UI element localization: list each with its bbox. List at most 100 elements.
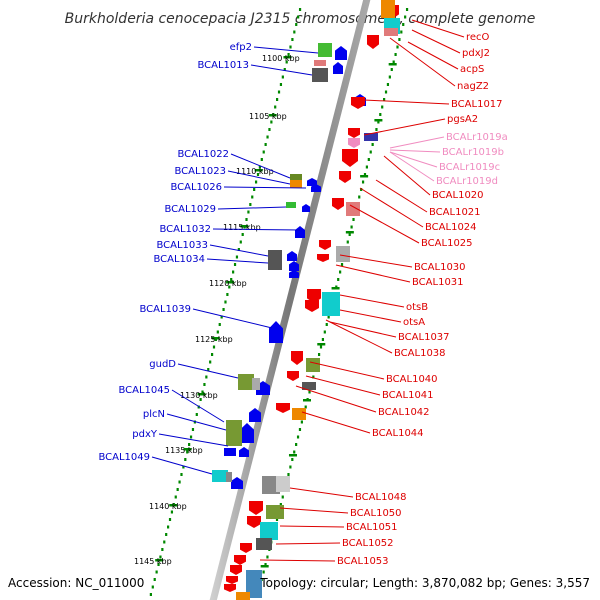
connector-line	[335, 264, 411, 283]
gene-label[interactable]: BCAL1040	[386, 374, 438, 385]
gene-label[interactable]: BCALr1019a	[446, 132, 508, 143]
connector-line	[250, 64, 313, 76]
gene-label[interactable]: BCAL1050	[350, 508, 402, 519]
gene-label[interactable]: BCALr1019c	[439, 162, 500, 173]
gene-label[interactable]: BCAL1041	[382, 390, 434, 401]
tick-mark	[360, 188, 363, 191]
connector-line	[389, 37, 456, 87]
gene-arrow	[249, 408, 261, 422]
gene-label[interactable]: BCAL1034	[153, 254, 205, 265]
tick-mark	[367, 158, 370, 161]
gene-label[interactable]: BCAL1051	[346, 522, 398, 533]
gene-label[interactable]: pdxJ2	[462, 48, 490, 59]
tick-mark	[268, 128, 271, 131]
tick-mark	[281, 75, 284, 79]
gene-label[interactable]: BCAL1023	[174, 166, 226, 177]
gene-label[interactable]: BCAL1017	[451, 99, 503, 110]
tick-mark	[274, 105, 277, 109]
gene-label[interactable]: plcN	[143, 409, 165, 420]
connector-line	[295, 385, 377, 413]
tick-mark	[276, 98, 279, 101]
homology-block	[306, 358, 320, 372]
tick-mark	[233, 263, 237, 266]
gene-label[interactable]: BCAL1048	[355, 492, 407, 503]
tick-track	[149, 8, 409, 596]
tick-mark	[168, 518, 172, 521]
gene-label[interactable]: BCAL1022	[177, 149, 229, 160]
connector-line	[289, 487, 354, 498]
gene-label[interactable]: nagZ2	[457, 81, 489, 92]
gene-label[interactable]: BCAL1021	[429, 207, 481, 218]
tick-mark	[266, 555, 269, 559]
gene-label[interactable]: BCAL1042	[378, 407, 430, 418]
connector-line	[329, 321, 397, 338]
gene-label[interactable]: BCAL1039	[139, 304, 191, 315]
tick-mark	[224, 300, 227, 304]
tick-mark	[178, 480, 181, 484]
gene-arrow	[319, 240, 331, 250]
gene-label[interactable]: BCAL1025	[421, 238, 473, 249]
tick-mark	[182, 465, 185, 469]
homology-block	[336, 246, 350, 262]
gene-label[interactable]: BCAL1030	[414, 262, 466, 273]
gene-label[interactable]: BCAL1033	[156, 240, 208, 251]
gene-arrow	[351, 97, 365, 109]
kbp-scale: 1100 kbp 1105 kbp 1110 kbp 1115 kbp 1120…	[134, 54, 300, 566]
tick-mark	[218, 323, 221, 326]
gene-label[interactable]: BCAL1049	[98, 452, 150, 463]
gene-label[interactable]: BCAL1020	[432, 190, 484, 201]
gene-label[interactable]: BCAL1045	[118, 385, 170, 396]
gene-label[interactable]: gudD	[149, 359, 176, 370]
gene-arrow	[240, 543, 252, 553]
gene-label[interactable]: BCAL1026	[170, 182, 222, 193]
gene-label[interactable]: BCAL1013	[197, 60, 249, 71]
gene-label[interactable]: BCAL1037	[398, 332, 450, 343]
gene-label[interactable]: recO	[466, 32, 490, 43]
tick-mark	[371, 143, 374, 146]
connector-line	[339, 309, 402, 323]
tick-mark	[249, 203, 252, 206]
connector-line	[217, 206, 287, 210]
tick-mark	[339, 270, 342, 274]
gene-label[interactable]: BCAL1029	[164, 204, 216, 215]
tick-mark	[289, 45, 292, 49]
gene-label[interactable]: BCAL1031	[412, 277, 464, 288]
gene-label[interactable]: pgsA2	[447, 114, 478, 125]
gene-label[interactable]: BCAL1024	[425, 222, 477, 233]
gene-label[interactable]: efp2	[230, 42, 252, 53]
tick-mark	[386, 83, 390, 86]
tick-mark	[199, 398, 202, 401]
tick-mark	[220, 315, 223, 319]
tick-mark	[151, 585, 154, 589]
gene-label[interactable]: BCALr1019b	[442, 147, 504, 158]
map-title: Burkholderia cenocepacia J2315 chromosom…	[65, 11, 536, 27]
gene-label[interactable]: BCALr1019d	[436, 176, 498, 187]
tick-mark	[207, 368, 210, 371]
gene-label[interactable]: pdxY	[132, 429, 158, 440]
connector-line	[309, 361, 385, 380]
tick-mark	[262, 570, 265, 574]
tick-mark	[203, 383, 206, 386]
connector-line	[389, 149, 441, 153]
tick-mark	[352, 218, 355, 221]
connector-line	[339, 294, 405, 308]
tick-mark	[390, 68, 393, 71]
gene-label[interactable]: BCAL1032	[159, 224, 211, 235]
tick-mark	[384, 90, 388, 94]
connector-line	[411, 19, 465, 38]
homology-block	[262, 476, 280, 494]
gene-label[interactable]: BCAL1052	[342, 538, 394, 549]
gene-arrow	[348, 138, 360, 148]
gene-label[interactable]: otsA	[403, 317, 425, 328]
connector-line	[212, 228, 301, 231]
tick-mark	[279, 503, 282, 506]
gene-label[interactable]: otsB	[406, 302, 428, 313]
gene-label[interactable]: BCAL1044	[372, 428, 424, 439]
homology-block	[286, 202, 296, 208]
major-tick	[331, 287, 340, 290]
gene-label[interactable]: acpS	[460, 64, 484, 75]
tick-mark	[165, 533, 168, 536]
gene-label[interactable]: BCAL1038	[394, 348, 446, 359]
gene-label[interactable]: BCAL1053	[337, 556, 389, 567]
tick-mark	[340, 263, 344, 266]
